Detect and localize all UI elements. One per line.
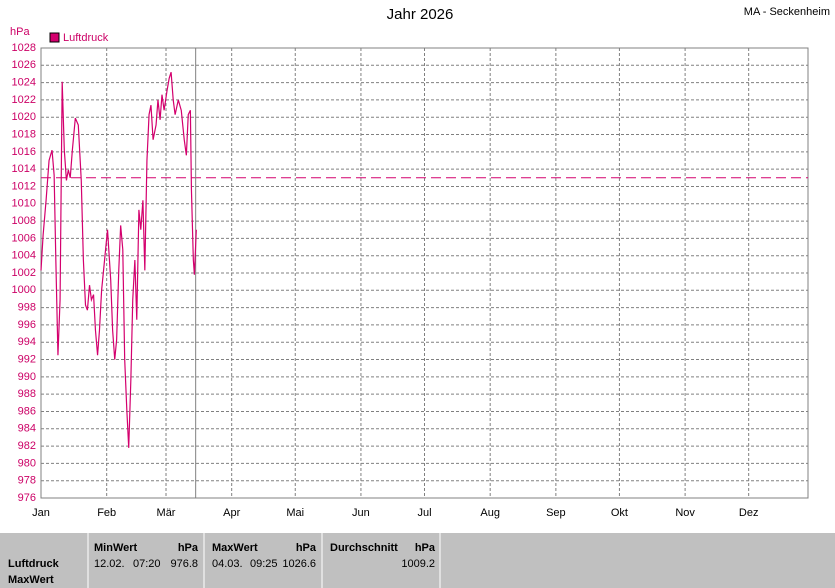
max-value: 1026.6 (282, 558, 316, 570)
y-tick-label: 1016 (12, 146, 36, 158)
x-tick-label: Jan (32, 507, 50, 519)
column-unit: hPa (178, 542, 199, 554)
y-tick-label: 1020 (12, 111, 36, 123)
summary-panel (0, 533, 835, 588)
x-tick-label: Jul (417, 507, 431, 519)
y-tick-label: 1000 (12, 284, 36, 296)
y-tick-label: 998 (18, 302, 36, 314)
column-header: MaxWert (212, 542, 258, 554)
x-tick-label: Aug (480, 507, 500, 519)
row-label: Luftdruck (8, 558, 60, 570)
average-value: 1009.2 (401, 558, 435, 570)
y-tick-label: 976 (18, 492, 36, 504)
y-tick-label: 996 (18, 319, 36, 331)
y-tick-label: 980 (18, 457, 36, 469)
y-tick-label: 1010 (12, 198, 36, 210)
y-tick-label: 1022 (12, 94, 36, 106)
max-time: 09:25 (250, 558, 278, 570)
min-time: 07:20 (133, 558, 161, 570)
y-tick-label: 990 (18, 371, 36, 383)
x-tick-label: Jun (352, 507, 370, 519)
y-tick-label: 1028 (12, 42, 36, 54)
y-tick-label: 1004 (12, 250, 36, 262)
column-header: MinWert (94, 542, 138, 554)
y-tick-label: 1014 (12, 163, 36, 175)
x-tick-label: Feb (97, 507, 116, 519)
max-date: 04.03. (212, 558, 243, 570)
y-tick-label: 988 (18, 388, 36, 400)
x-tick-label: Okt (611, 507, 628, 519)
y-tick-label: 1008 (12, 215, 36, 227)
y-tick-label: 1026 (12, 59, 36, 71)
summary-cells (87, 533, 441, 588)
row-label: MaxWert (8, 574, 54, 586)
min-date: 12.02. (94, 558, 125, 570)
y-tick-label: 1012 (12, 180, 36, 192)
x-tick-label: Mai (286, 507, 304, 519)
y-tick-label: 984 (18, 423, 36, 435)
y-tick-label: 982 (18, 440, 36, 452)
plot-frame (40, 47, 809, 499)
y-tick-label: 1024 (12, 77, 36, 89)
y-tick-label: 994 (18, 336, 36, 348)
chart-title: Jahr 2026 (387, 6, 454, 23)
y-tick-label: 1018 (12, 128, 36, 140)
y-tick-label: 1006 (12, 232, 36, 244)
legend-swatch (49, 32, 60, 43)
y-tick-label: 978 (18, 475, 36, 487)
x-tick-label: Apr (223, 507, 240, 519)
column-unit: hPa (415, 542, 436, 554)
y-tick-label: 986 (18, 405, 36, 417)
series-line (40, 72, 197, 448)
x-tick-label: Sep (546, 507, 566, 519)
column-unit: hPa (296, 542, 317, 554)
y-axis-label: hPa (10, 26, 30, 38)
y-tick-label: 992 (18, 353, 36, 365)
legend-label: Luftdruck (63, 32, 109, 44)
x-tick-label: Nov (675, 507, 695, 519)
min-value: 976.8 (170, 558, 198, 570)
y-tick-label: 1002 (12, 267, 36, 279)
column-header: Durchschnitt (330, 542, 398, 554)
x-tick-label: Mär (157, 507, 176, 519)
station: MA - Seckenheim (744, 6, 830, 18)
x-tick-label: Dez (739, 507, 759, 519)
